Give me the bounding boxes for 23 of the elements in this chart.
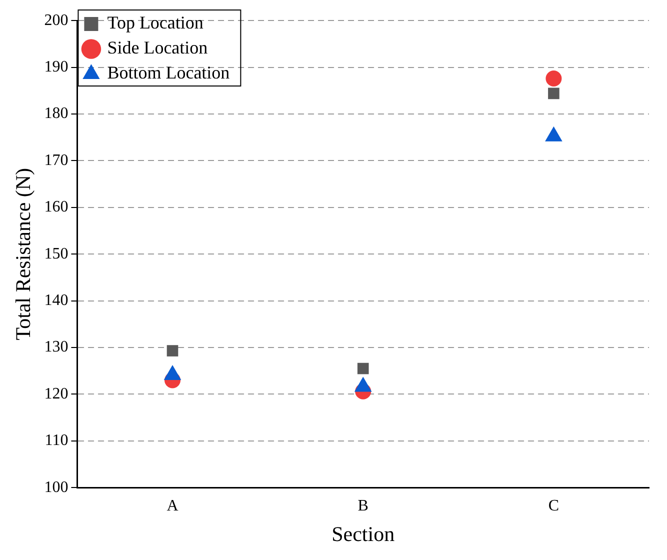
- legend-label: Side Location: [107, 38, 208, 58]
- y-tick-label: 200: [44, 12, 68, 29]
- x-tick-label: C: [548, 497, 560, 514]
- legend-label: Bottom Location: [107, 62, 230, 83]
- y-tick-label: 170: [44, 152, 68, 169]
- y-tick-label: 140: [44, 292, 68, 310]
- y-tick-label: 120: [44, 385, 68, 402]
- point: [166, 345, 178, 356]
- y-tick-label: 180: [44, 105, 68, 122]
- point: [548, 88, 560, 100]
- point: [357, 362, 369, 374]
- legend-label: Top Location: [107, 12, 204, 33]
- y-tick-label: 150: [44, 245, 68, 262]
- y-tick-label: 130: [44, 338, 68, 356]
- y-tick-label: 100: [44, 478, 68, 496]
- y-axis-title: Total Resistance (N): [11, 168, 36, 340]
- y-tick-label: 160: [44, 198, 68, 216]
- y-tick-label: 190: [44, 58, 68, 76]
- y-tick-label: 110: [44, 432, 68, 450]
- x-tick-label: A: [166, 497, 179, 514]
- x-tick-label: B: [358, 497, 368, 514]
- point: [546, 70, 562, 87]
- x-axis-title: Section: [332, 522, 396, 546]
